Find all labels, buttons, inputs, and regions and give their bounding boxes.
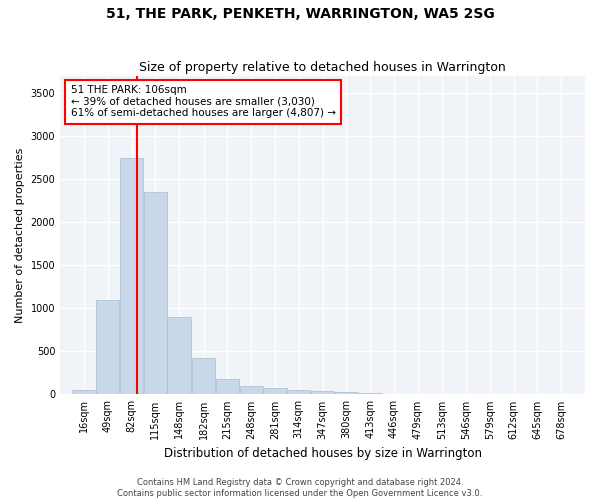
Bar: [311, 390, 334, 394]
Bar: [96, 300, 119, 394]
Text: 51, THE PARK, PENKETH, WARRINGTON, WA5 2SG: 51, THE PARK, PENKETH, WARRINGTON, WA5 2…: [106, 8, 494, 22]
Y-axis label: Number of detached properties: Number of detached properties: [15, 148, 25, 322]
Title: Size of property relative to detached houses in Warrington: Size of property relative to detached ho…: [139, 62, 506, 74]
Bar: [216, 380, 239, 394]
X-axis label: Distribution of detached houses by size in Warrington: Distribution of detached houses by size …: [164, 447, 482, 460]
Bar: [120, 158, 143, 394]
Bar: [287, 390, 310, 394]
Bar: [359, 393, 382, 394]
Bar: [335, 392, 358, 394]
Bar: [239, 386, 263, 394]
Bar: [72, 390, 95, 394]
Bar: [143, 192, 167, 394]
Bar: [167, 317, 191, 394]
Text: 51 THE PARK: 106sqm
← 39% of detached houses are smaller (3,030)
61% of semi-det: 51 THE PARK: 106sqm ← 39% of detached ho…: [71, 85, 335, 118]
Bar: [192, 358, 215, 395]
Text: Contains HM Land Registry data © Crown copyright and database right 2024.
Contai: Contains HM Land Registry data © Crown c…: [118, 478, 482, 498]
Bar: [263, 388, 287, 394]
